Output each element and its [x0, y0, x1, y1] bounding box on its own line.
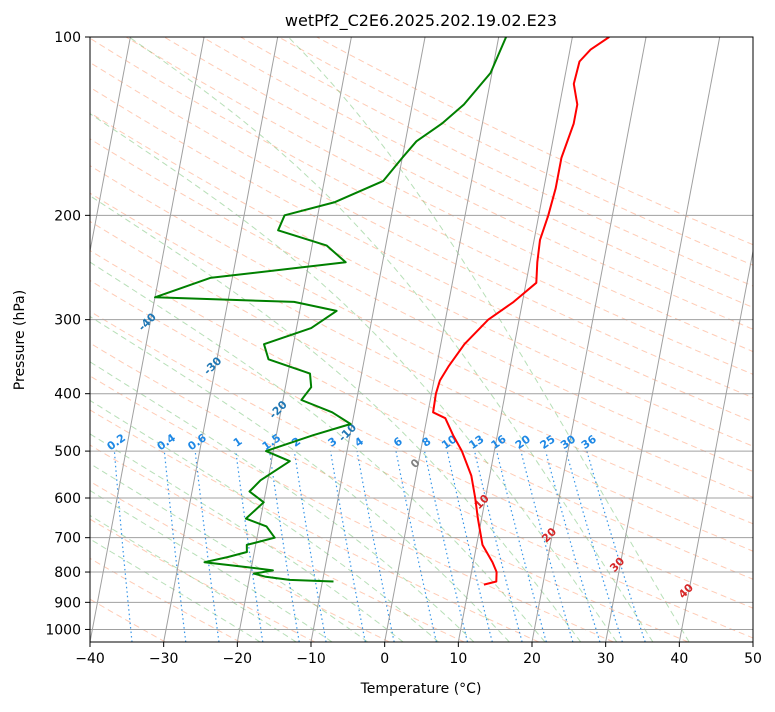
- x-tick-label: −40: [75, 651, 105, 667]
- y-axis-label: Pressure (hPa): [12, 290, 28, 390]
- y-tick-label: 200: [54, 208, 81, 224]
- x-tick-label: 50: [744, 651, 762, 667]
- x-tick-label: 30: [597, 651, 615, 667]
- y-tick-label: 700: [54, 531, 81, 547]
- y-tick-label: 1000: [45, 622, 81, 638]
- x-tick-label: −30: [149, 651, 179, 667]
- x-tick-label: −10: [296, 651, 326, 667]
- y-tick-label: 900: [54, 595, 81, 611]
- y-tick-label: 500: [54, 444, 81, 460]
- x-tick-label: −20: [223, 651, 253, 667]
- y-tick-label: 600: [54, 491, 81, 507]
- x-tick-label: 40: [670, 651, 688, 667]
- y-tick-label: 400: [54, 387, 81, 403]
- y-tick-label: 300: [54, 313, 81, 329]
- x-axis-label: Temperature (°C): [360, 681, 482, 697]
- x-tick-label: 0: [380, 651, 389, 667]
- y-tick-label: 100: [54, 30, 81, 46]
- y-tick-label: 800: [54, 565, 81, 581]
- chart-title: wetPf2_C2E6.2025.202.19.02.E23: [285, 11, 557, 31]
- x-tick-label: 20: [523, 651, 541, 667]
- x-tick-label: 10: [449, 651, 467, 667]
